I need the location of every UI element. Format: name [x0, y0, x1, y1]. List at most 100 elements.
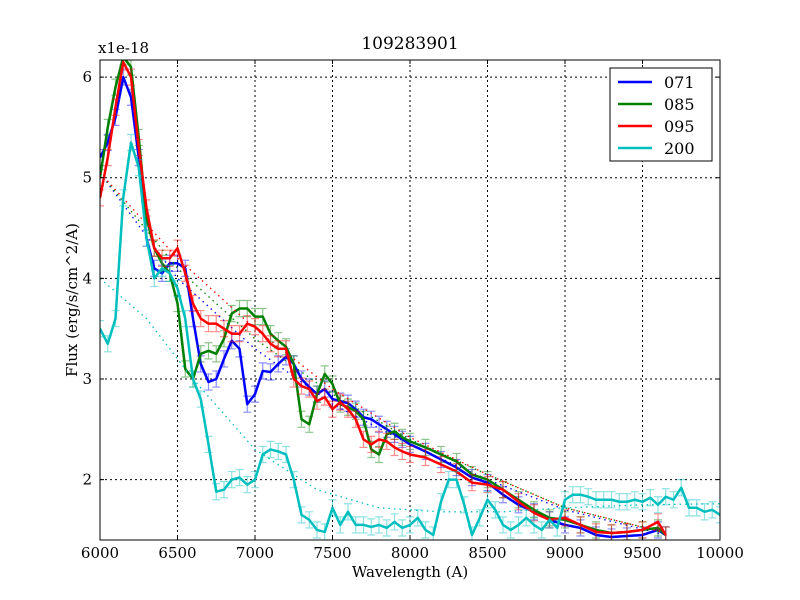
data-point: [114, 317, 117, 320]
data-point: [626, 531, 628, 533]
data-point: [385, 527, 388, 529]
x-tick-label: 6500: [158, 544, 196, 562]
data-point: [378, 423, 380, 426]
data-point: [393, 433, 396, 436]
data-point: [517, 503, 520, 506]
data-point: [618, 500, 621, 503]
data-point: [564, 517, 566, 519]
data-point: [331, 408, 334, 410]
data-point: [440, 500, 442, 503]
data-point: [564, 524, 566, 526]
data-point: [176, 302, 179, 305]
data-point: [199, 317, 202, 320]
data-point: [308, 519, 311, 521]
data-point: [595, 531, 597, 533]
data-point: [533, 509, 535, 511]
data-point: [657, 521, 659, 523]
data-point: [626, 535, 628, 537]
data-point: [641, 529, 644, 531]
data-point: [533, 512, 535, 514]
data-point: [184, 272, 187, 275]
data-point: [199, 353, 202, 355]
data-point: [308, 386, 311, 388]
data-point: [300, 378, 303, 380]
data-point: [378, 453, 380, 456]
data-point: [277, 348, 280, 350]
data-point: [533, 524, 535, 526]
data-point: [664, 534, 667, 536]
data-point: [354, 410, 357, 412]
data-point: [385, 428, 388, 431]
data-point: [626, 500, 628, 503]
data-point: [145, 237, 148, 239]
data-point: [509, 529, 512, 531]
data-point: [145, 217, 148, 219]
data-point: [579, 524, 582, 526]
data-point: [610, 498, 613, 501]
data-point: [385, 433, 388, 436]
data-point: [207, 443, 210, 446]
legend: 071 085 095 200: [609, 67, 713, 162]
data-point: [137, 146, 140, 149]
data-point: [215, 490, 218, 493]
data-point: [393, 521, 396, 523]
data-point: [571, 493, 574, 496]
data-point: [401, 436, 404, 439]
error-bar: [100, 320, 104, 338]
data-point: [486, 478, 489, 481]
data-point: [424, 446, 427, 449]
data-point: [300, 514, 303, 516]
data-point: [711, 509, 714, 511]
data-point: [362, 438, 365, 441]
data-point: [610, 536, 613, 538]
data-point: [564, 498, 566, 501]
data-point: [254, 315, 256, 318]
fit-line-071: [100, 172, 666, 536]
data-point: [331, 506, 334, 509]
data-point: [494, 509, 497, 511]
data-point: [246, 403, 249, 405]
data-point: [440, 463, 442, 466]
data-point: [323, 373, 326, 375]
data-point: [595, 498, 597, 501]
data-point: [199, 398, 202, 400]
data-point: [215, 378, 218, 380]
legend-label-200: 200: [664, 139, 695, 158]
data-point: [409, 440, 411, 443]
data-point: [215, 322, 218, 325]
data-point: [223, 488, 225, 491]
data-point: [238, 348, 241, 350]
data-point: [230, 312, 233, 315]
data-point: [168, 262, 171, 265]
data-point: [556, 527, 559, 529]
data-point: [122, 61, 125, 63]
chart-title: 109283901: [361, 34, 458, 54]
series-095: [100, 60, 670, 540]
data-point: [285, 348, 287, 350]
data-point: [223, 358, 225, 360]
data-point: [409, 453, 411, 456]
data-point: [161, 267, 163, 270]
data-point: [316, 529, 318, 531]
data-point: [502, 524, 504, 526]
legend-box: [609, 67, 713, 162]
data-point: [517, 500, 520, 503]
data-point: [703, 511, 706, 513]
x-tick-label: 10000: [696, 544, 744, 562]
data-point: [269, 448, 272, 451]
data-point: [114, 86, 117, 88]
y-tick-label: 2: [82, 471, 92, 489]
data-point: [106, 126, 109, 129]
data-point: [238, 476, 241, 479]
data-point: [478, 517, 481, 519]
data-point: [285, 345, 287, 348]
series-line-095: [100, 60, 667, 536]
data-point: [455, 460, 458, 463]
data-point: [153, 277, 156, 280]
data-point: [106, 156, 109, 159]
y-axis-label: Flux (erg/s/cm^2/A): [63, 223, 81, 377]
data-point: [223, 327, 225, 330]
data-point: [254, 325, 256, 328]
data-point: [238, 307, 241, 310]
